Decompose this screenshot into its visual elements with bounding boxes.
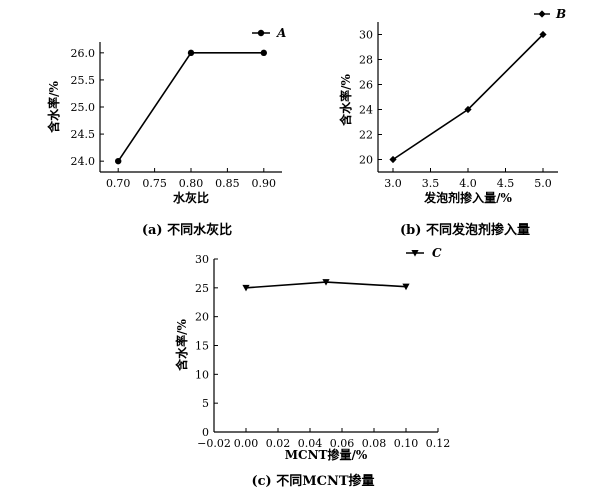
data-point bbox=[115, 157, 122, 165]
legend-marker bbox=[257, 29, 265, 37]
x-tick-label: 0.02 bbox=[266, 437, 291, 450]
y-axis-label: 含水率/% bbox=[174, 319, 189, 371]
legend-label: A bbox=[276, 26, 286, 40]
data-point bbox=[260, 49, 267, 57]
x-axis-label: MCNT掺量/% bbox=[285, 447, 368, 462]
x-tick-label: 0.85 bbox=[215, 177, 240, 190]
y-tick-label: 20 bbox=[359, 154, 373, 167]
y-tick-label: 24.0 bbox=[71, 155, 96, 168]
y-axis-label: 含水率/% bbox=[46, 81, 61, 133]
data-point bbox=[464, 105, 472, 114]
y-tick-label: 25 bbox=[195, 282, 209, 295]
y-tick-label: 24.5 bbox=[71, 128, 96, 141]
chart-b: 20 22 24 26 28 30 3.0 3.5 4.0 4.5 5.0 发泡剂掺入量/% 含水率/%… bbox=[338, 7, 566, 238]
data-point bbox=[242, 284, 250, 292]
x-tick-label: 0.90 bbox=[252, 177, 277, 190]
subplot-caption: (b) 不同发泡剂掺入量 bbox=[400, 222, 530, 238]
x-tick-label: 0.06 bbox=[330, 437, 355, 450]
legend-label: C bbox=[432, 246, 442, 260]
series-line bbox=[392, 33, 544, 161]
x-tick-label: −0.02 bbox=[197, 437, 231, 450]
y-tick-label: 25.5 bbox=[71, 74, 96, 87]
y-tick-label: 26.0 bbox=[71, 47, 96, 60]
legend-marker bbox=[411, 250, 419, 257]
data-point bbox=[389, 155, 397, 164]
y-tick-label: 24 bbox=[359, 104, 373, 117]
x-tick-label: 0.80 bbox=[179, 177, 204, 190]
data-point bbox=[322, 279, 330, 286]
x-tick-label: 0.04 bbox=[298, 437, 323, 450]
x-tick-label: 3.5 bbox=[422, 177, 440, 190]
y-tick-label: 30 bbox=[195, 253, 209, 266]
x-tick-label: 0.00 bbox=[234, 437, 259, 450]
y-tick-label: 20 bbox=[195, 311, 209, 324]
subplot-caption: (a) 不同水灰比 bbox=[142, 222, 232, 238]
data-point bbox=[187, 49, 195, 57]
legend-marker bbox=[538, 10, 546, 18]
series-line bbox=[117, 52, 264, 162]
y-tick-label: 26 bbox=[359, 79, 373, 92]
x-tick-label: 4.0 bbox=[459, 177, 477, 190]
y-tick-label: 15 bbox=[195, 340, 209, 353]
x-tick-label: 0.12 bbox=[426, 437, 451, 450]
y-tick-label: 0 bbox=[202, 426, 209, 439]
y-tick-label: 25.0 bbox=[71, 101, 96, 114]
y-tick-label: 28 bbox=[359, 54, 373, 67]
chart-c: 0 5 10 15 20 25 30 −0.02 0.00 0.02 0.04 0.06 0.08 0.1… bbox=[174, 246, 450, 489]
x-axis-label: 发泡剂掺入量/% bbox=[423, 190, 512, 205]
subplot-caption: (c) 不同MCNT掺量 bbox=[251, 473, 374, 489]
y-tick-label: 10 bbox=[195, 368, 209, 381]
legend-label: B bbox=[555, 7, 566, 21]
y-tick-label: 30 bbox=[359, 29, 373, 42]
x-tick-label: 3.0 bbox=[384, 177, 402, 190]
x-tick-label: 5.0 bbox=[534, 177, 552, 190]
x-tick-label: 0.10 bbox=[394, 437, 419, 450]
x-tick-label: 0.75 bbox=[142, 177, 167, 190]
x-tick-label: 0.70 bbox=[106, 177, 131, 190]
data-point bbox=[402, 283, 410, 291]
x-tick-label: 0.08 bbox=[362, 437, 387, 450]
data-point bbox=[539, 30, 547, 39]
x-axis-label: 水灰比 bbox=[173, 190, 209, 205]
y-tick-label: 22 bbox=[359, 129, 373, 142]
y-tick-label: 5 bbox=[202, 397, 209, 410]
chart-a: 24.0 24.5 25.0 25.5 26.0 0.70 0.75 0.80 0.85 0.90… bbox=[46, 26, 286, 238]
y-axis-label: 含水率/% bbox=[338, 74, 353, 126]
x-tick-label: 4.5 bbox=[497, 177, 515, 190]
